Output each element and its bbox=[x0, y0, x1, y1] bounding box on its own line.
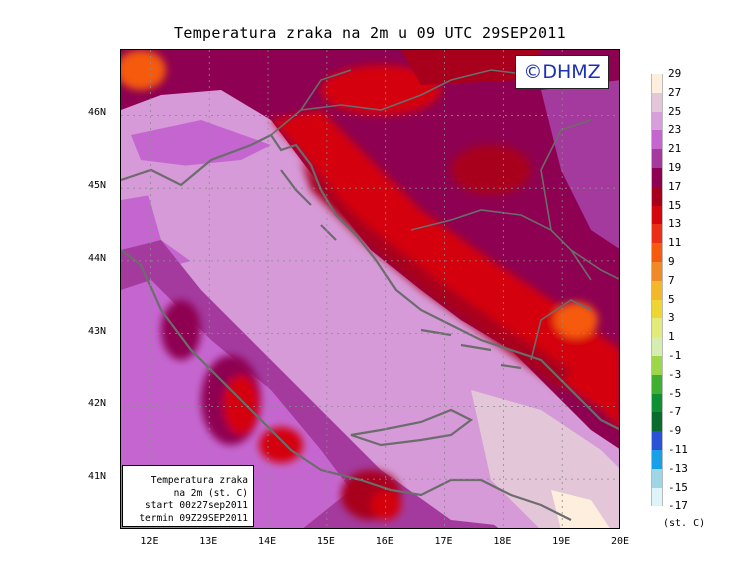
colorbar-swatch bbox=[651, 412, 663, 432]
colorbar bbox=[651, 74, 663, 507]
colorbar-label: 3 bbox=[668, 311, 675, 325]
colorbar-label: 25 bbox=[668, 104, 682, 118]
colorbar-label: 15 bbox=[668, 198, 682, 212]
colorbar-label: 29 bbox=[668, 67, 682, 80]
colorbar-label: 19 bbox=[668, 161, 682, 174]
latitude-label: 41N bbox=[88, 471, 107, 483]
colorbar-swatch bbox=[651, 318, 663, 338]
colorbar-label: 5 bbox=[668, 292, 675, 306]
longitude-label: 18E bbox=[493, 536, 512, 547]
colorbar-label: -17 bbox=[668, 499, 688, 513]
map-title: Temperatura zraka na 2m u 09 UTC 29SEP20… bbox=[174, 24, 566, 42]
latitude-label: 46N bbox=[88, 107, 107, 119]
colorbar-swatch bbox=[651, 111, 663, 131]
gridlines bbox=[121, 50, 619, 528]
north-band bbox=[401, 50, 541, 85]
longitude-label: 17E bbox=[434, 536, 453, 547]
colorbar-swatch bbox=[651, 261, 663, 281]
longitude-label: 13E bbox=[199, 536, 218, 547]
info-line: start 00z27sep2011 bbox=[145, 500, 248, 511]
longitude-label: 19E bbox=[552, 536, 571, 547]
colorbar-label: 7 bbox=[668, 273, 675, 287]
colorbar-label: 21 bbox=[668, 142, 682, 156]
colorbar-swatch bbox=[651, 449, 663, 469]
colorbar-label: 13 bbox=[668, 217, 682, 231]
colorbar-label: -11 bbox=[668, 443, 688, 456]
info-line: Temperatura zraka bbox=[150, 475, 248, 486]
coastlines bbox=[121, 133, 619, 521]
info-box: Temperatura zraka na 2m (st. C) start 00… bbox=[122, 465, 254, 527]
colorbar-swatch bbox=[651, 468, 663, 488]
colorbar-label: -9 bbox=[668, 424, 682, 438]
colorbar-swatch bbox=[651, 92, 663, 112]
temperature-map[interactable] bbox=[120, 49, 620, 529]
colorbar-label: -5 bbox=[668, 386, 682, 400]
info-line: termin 09Z29SEP2011 bbox=[139, 512, 248, 524]
colorbar-swatch bbox=[651, 243, 663, 262]
longitude-label: 16E bbox=[375, 536, 394, 547]
colorbar-swatch bbox=[651, 337, 663, 356]
pannonian-plain bbox=[541, 80, 619, 249]
colorbar-swatch bbox=[651, 374, 663, 394]
latitude-label: 45N bbox=[88, 180, 107, 192]
sea-zone-venice bbox=[131, 120, 271, 170]
colorbar-swatch bbox=[651, 355, 663, 375]
colorbar-swatch bbox=[651, 205, 663, 225]
colorbar-swatch bbox=[651, 280, 663, 300]
colorbar-label: -7 bbox=[668, 405, 682, 419]
colorbar-swatch bbox=[651, 186, 663, 206]
colorbar-label: -13 bbox=[668, 461, 688, 475]
colorbar-swatch bbox=[651, 431, 663, 450]
latitude-label: 44N bbox=[88, 252, 107, 264]
borders bbox=[270, 59, 619, 361]
dhmz-logo: ©DHMZ bbox=[515, 55, 609, 89]
info-line: na 2m (st. C) bbox=[173, 487, 248, 499]
colorbar-swatch bbox=[651, 299, 663, 319]
map-canvas bbox=[121, 50, 619, 528]
latitude-label: 42N bbox=[88, 398, 107, 410]
colorbar-label: 9 bbox=[668, 255, 675, 268]
colorbar-swatch bbox=[651, 224, 663, 244]
colorbar-swatch bbox=[651, 393, 663, 413]
colorbar-label: 23 bbox=[668, 123, 682, 137]
colorbar-label: 11 bbox=[668, 236, 682, 250]
colorbar-label: -15 bbox=[668, 480, 688, 494]
colorbar-swatch bbox=[651, 487, 663, 507]
colorbar-units: (st. C) bbox=[663, 518, 706, 529]
colorbar-label: 1 bbox=[668, 330, 675, 344]
longitude-label: 12E bbox=[140, 536, 159, 547]
colorbar-swatch bbox=[651, 74, 663, 93]
colorbar-swatch bbox=[651, 149, 663, 168]
colorbar-swatch bbox=[651, 167, 663, 187]
latitude-label: 43N bbox=[88, 325, 107, 337]
longitude-label: 15E bbox=[316, 536, 335, 547]
colorbar-swatch bbox=[651, 130, 663, 150]
colorbar-label: 17 bbox=[668, 179, 682, 193]
colorbar-label: -3 bbox=[668, 367, 682, 381]
colorbar-label: 27 bbox=[668, 85, 682, 99]
longitude-label: 14E bbox=[258, 536, 277, 547]
longitude-label: 20E bbox=[611, 536, 630, 547]
colorbar-label: -1 bbox=[668, 349, 682, 362]
